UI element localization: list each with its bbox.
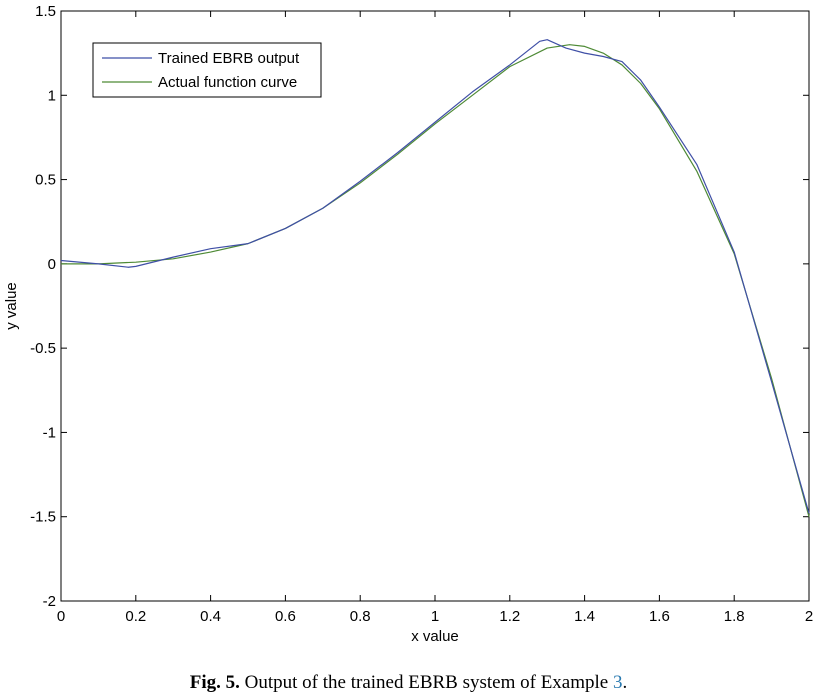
x-tick-label: 0.8 <box>350 608 371 625</box>
x-tick-label: 0 <box>57 608 65 625</box>
x-tick-label: 1.2 <box>499 608 520 625</box>
series-line-actual-function <box>61 44 810 517</box>
legend-box <box>92 42 322 98</box>
line-chart: 0 0.2 0.4 0.6 0.8 1 1.2 1.4 1.6 1.8 2 -2 -1.5 -1 -0.5 0… <box>3 3 813 645</box>
y-tick-label: 0 <box>48 256 56 273</box>
y-tick-label: -0.5 <box>30 340 56 357</box>
y-tick-label: 1 <box>48 87 56 104</box>
x-axis-label: x value <box>411 628 459 645</box>
x-tick-label: 0.4 <box>200 608 221 625</box>
legend-label-actual-function: Actual function curve <box>158 74 297 91</box>
y-tick-label: 0.5 <box>35 172 56 189</box>
y-tick-label: -1 <box>43 424 56 441</box>
plot-area <box>60 10 810 602</box>
legend-label-trained-ebrb: Trained EBRB output <box>158 50 300 67</box>
x-tick-label: 1.8 <box>724 608 745 625</box>
y-axis-label: y value <box>3 282 20 330</box>
x-tick-label: 1.6 <box>649 608 670 625</box>
y-tick-label: 1.5 <box>35 3 56 20</box>
ticks: 0 0.2 0.4 0.6 0.8 1 1.2 1.4 1.6 1.8 2 -2 -1.5 -1 -0.5 0… <box>30 3 813 625</box>
x-tick-label: 1 <box>431 608 439 625</box>
caption-label: Fig. 5. <box>189 672 240 693</box>
x-tick-label: 1.4 <box>574 608 595 625</box>
x-tick-label: 0.2 <box>125 608 146 625</box>
figure-caption: Fig. 5. Output of the trained EBRB syste… <box>0 672 817 694</box>
series-layer <box>60 39 810 517</box>
series-line-trained-ebrb <box>60 39 810 514</box>
x-tick-label: 0.6 <box>275 608 296 625</box>
caption-text: Output of the trained EBRB system of Exa… <box>239 672 613 693</box>
caption-end: . <box>622 672 628 693</box>
caption-example-link[interactable]: 3 <box>612 672 623 693</box>
y-tick-label: -1.5 <box>30 509 56 526</box>
y-tick-label: -2 <box>43 593 56 610</box>
legend: Trained EBRB output Actual function curv… <box>92 42 322 98</box>
x-tick-label: 2 <box>805 608 813 625</box>
